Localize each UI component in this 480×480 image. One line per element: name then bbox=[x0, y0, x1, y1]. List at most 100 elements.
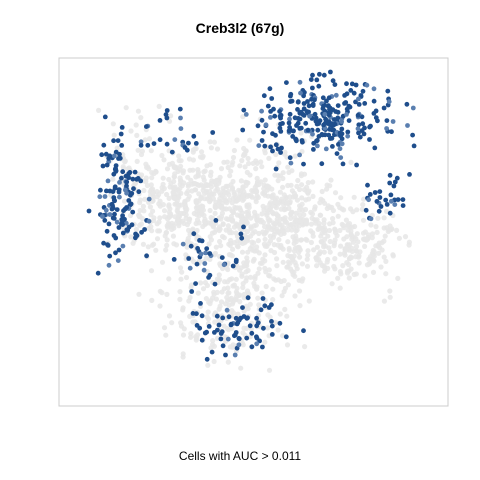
background-point-1180 bbox=[150, 208, 156, 214]
positive-point-491 bbox=[392, 179, 398, 185]
positive-point-283 bbox=[111, 138, 116, 144]
positive-point-476 bbox=[237, 317, 242, 323]
background-point-905 bbox=[354, 248, 360, 254]
positive-point-169 bbox=[297, 116, 303, 122]
background-point-86 bbox=[159, 259, 166, 265]
background-point-554 bbox=[218, 166, 225, 172]
background-point-1320 bbox=[238, 265, 244, 271]
positive-point-359 bbox=[113, 250, 118, 256]
background-point-1415 bbox=[280, 246, 286, 252]
positive-point-562 bbox=[186, 140, 191, 146]
positive-point-351 bbox=[104, 188, 109, 194]
background-point-1366 bbox=[250, 258, 256, 264]
positive-point-248 bbox=[259, 138, 265, 143]
background-point-246 bbox=[148, 268, 155, 274]
positive-point-301 bbox=[107, 188, 113, 194]
background-point-1312 bbox=[308, 209, 314, 215]
positive-point-130 bbox=[344, 112, 349, 117]
background-point-1104 bbox=[192, 319, 198, 325]
background-point-885 bbox=[394, 227, 400, 233]
background-point-462 bbox=[273, 151, 279, 158]
background-point-1012 bbox=[164, 291, 170, 297]
positive-point-77 bbox=[320, 132, 325, 138]
background-point-484 bbox=[238, 178, 244, 184]
background-point-536 bbox=[207, 192, 213, 199]
background-point-1161 bbox=[137, 207, 143, 214]
positive-point-391 bbox=[129, 191, 135, 196]
positive-point-534 bbox=[207, 251, 213, 256]
background-point-1107 bbox=[245, 306, 251, 312]
background-point-1004 bbox=[263, 283, 269, 290]
background-point-151 bbox=[206, 241, 212, 247]
background-point-395 bbox=[208, 145, 214, 151]
positive-point-379 bbox=[139, 229, 145, 235]
background-point-499 bbox=[223, 183, 229, 189]
positive-point-126 bbox=[287, 111, 293, 117]
background-point-897 bbox=[359, 206, 365, 212]
background-point-1279 bbox=[128, 128, 134, 134]
background-point-845 bbox=[387, 288, 393, 294]
background-point-585 bbox=[221, 188, 227, 194]
positive-point-554 bbox=[178, 126, 184, 131]
background-point-134 bbox=[166, 161, 172, 167]
background-point-458 bbox=[246, 160, 252, 167]
background-point-1097 bbox=[210, 338, 216, 344]
background-point-846 bbox=[337, 251, 343, 257]
background-point-402 bbox=[250, 160, 256, 166]
positive-point-297 bbox=[146, 218, 152, 224]
background-point-889 bbox=[321, 228, 327, 234]
background-point-624 bbox=[294, 197, 300, 203]
positive-point-478 bbox=[249, 344, 255, 350]
background-point-564 bbox=[234, 137, 240, 143]
background-point-1406 bbox=[337, 269, 343, 275]
background-point-1081 bbox=[241, 325, 247, 331]
background-point-388 bbox=[227, 230, 233, 236]
background-point-718 bbox=[291, 248, 298, 254]
positive-point-356 bbox=[116, 156, 121, 161]
background-point-394 bbox=[244, 180, 250, 186]
positive-point-182 bbox=[384, 126, 389, 131]
background-point-557 bbox=[194, 203, 200, 210]
background-point-464 bbox=[221, 235, 227, 241]
background-point-1395 bbox=[229, 208, 235, 214]
positive-point-459 bbox=[215, 327, 220, 333]
positive-point-426 bbox=[223, 352, 228, 358]
positive-point-110 bbox=[351, 90, 357, 96]
background-point-400 bbox=[262, 150, 268, 156]
background-point-342 bbox=[230, 154, 237, 161]
positive-point-442 bbox=[190, 311, 196, 316]
positive-point-223 bbox=[329, 121, 335, 127]
positive-point-349 bbox=[134, 233, 140, 238]
background-point-958 bbox=[343, 217, 349, 223]
positive-point-279 bbox=[268, 144, 273, 150]
background-point-954 bbox=[346, 242, 353, 248]
positive-point-304 bbox=[117, 151, 122, 157]
background-point-1266 bbox=[150, 190, 156, 196]
background-point-750 bbox=[271, 242, 277, 248]
positive-point-569 bbox=[182, 145, 188, 150]
background-point-1270 bbox=[133, 226, 139, 233]
background-point-603 bbox=[288, 215, 294, 221]
positive-point-432 bbox=[283, 334, 289, 340]
positive-point-232 bbox=[300, 139, 305, 145]
background-point-1331 bbox=[239, 217, 245, 223]
background-point-1184 bbox=[166, 209, 172, 215]
positive-point-102 bbox=[315, 127, 321, 133]
positive-point-495 bbox=[400, 203, 406, 209]
background-point-1348 bbox=[292, 293, 298, 299]
background-point-920 bbox=[317, 225, 323, 232]
positive-point-354 bbox=[95, 270, 101, 276]
positive-point-228 bbox=[330, 78, 336, 84]
background-point-699 bbox=[299, 195, 305, 201]
background-point-1344 bbox=[293, 262, 299, 268]
background-point-1159 bbox=[296, 288, 303, 294]
background-point-1122 bbox=[224, 294, 230, 301]
positive-point-512 bbox=[230, 263, 236, 269]
positive-point-270 bbox=[240, 127, 246, 133]
positive-point-352 bbox=[136, 189, 142, 195]
background-point-295 bbox=[319, 188, 325, 195]
background-point-365 bbox=[217, 174, 223, 180]
positive-point-243 bbox=[259, 117, 265, 123]
background-point-1149 bbox=[203, 296, 209, 302]
background-point-1049 bbox=[180, 307, 186, 313]
